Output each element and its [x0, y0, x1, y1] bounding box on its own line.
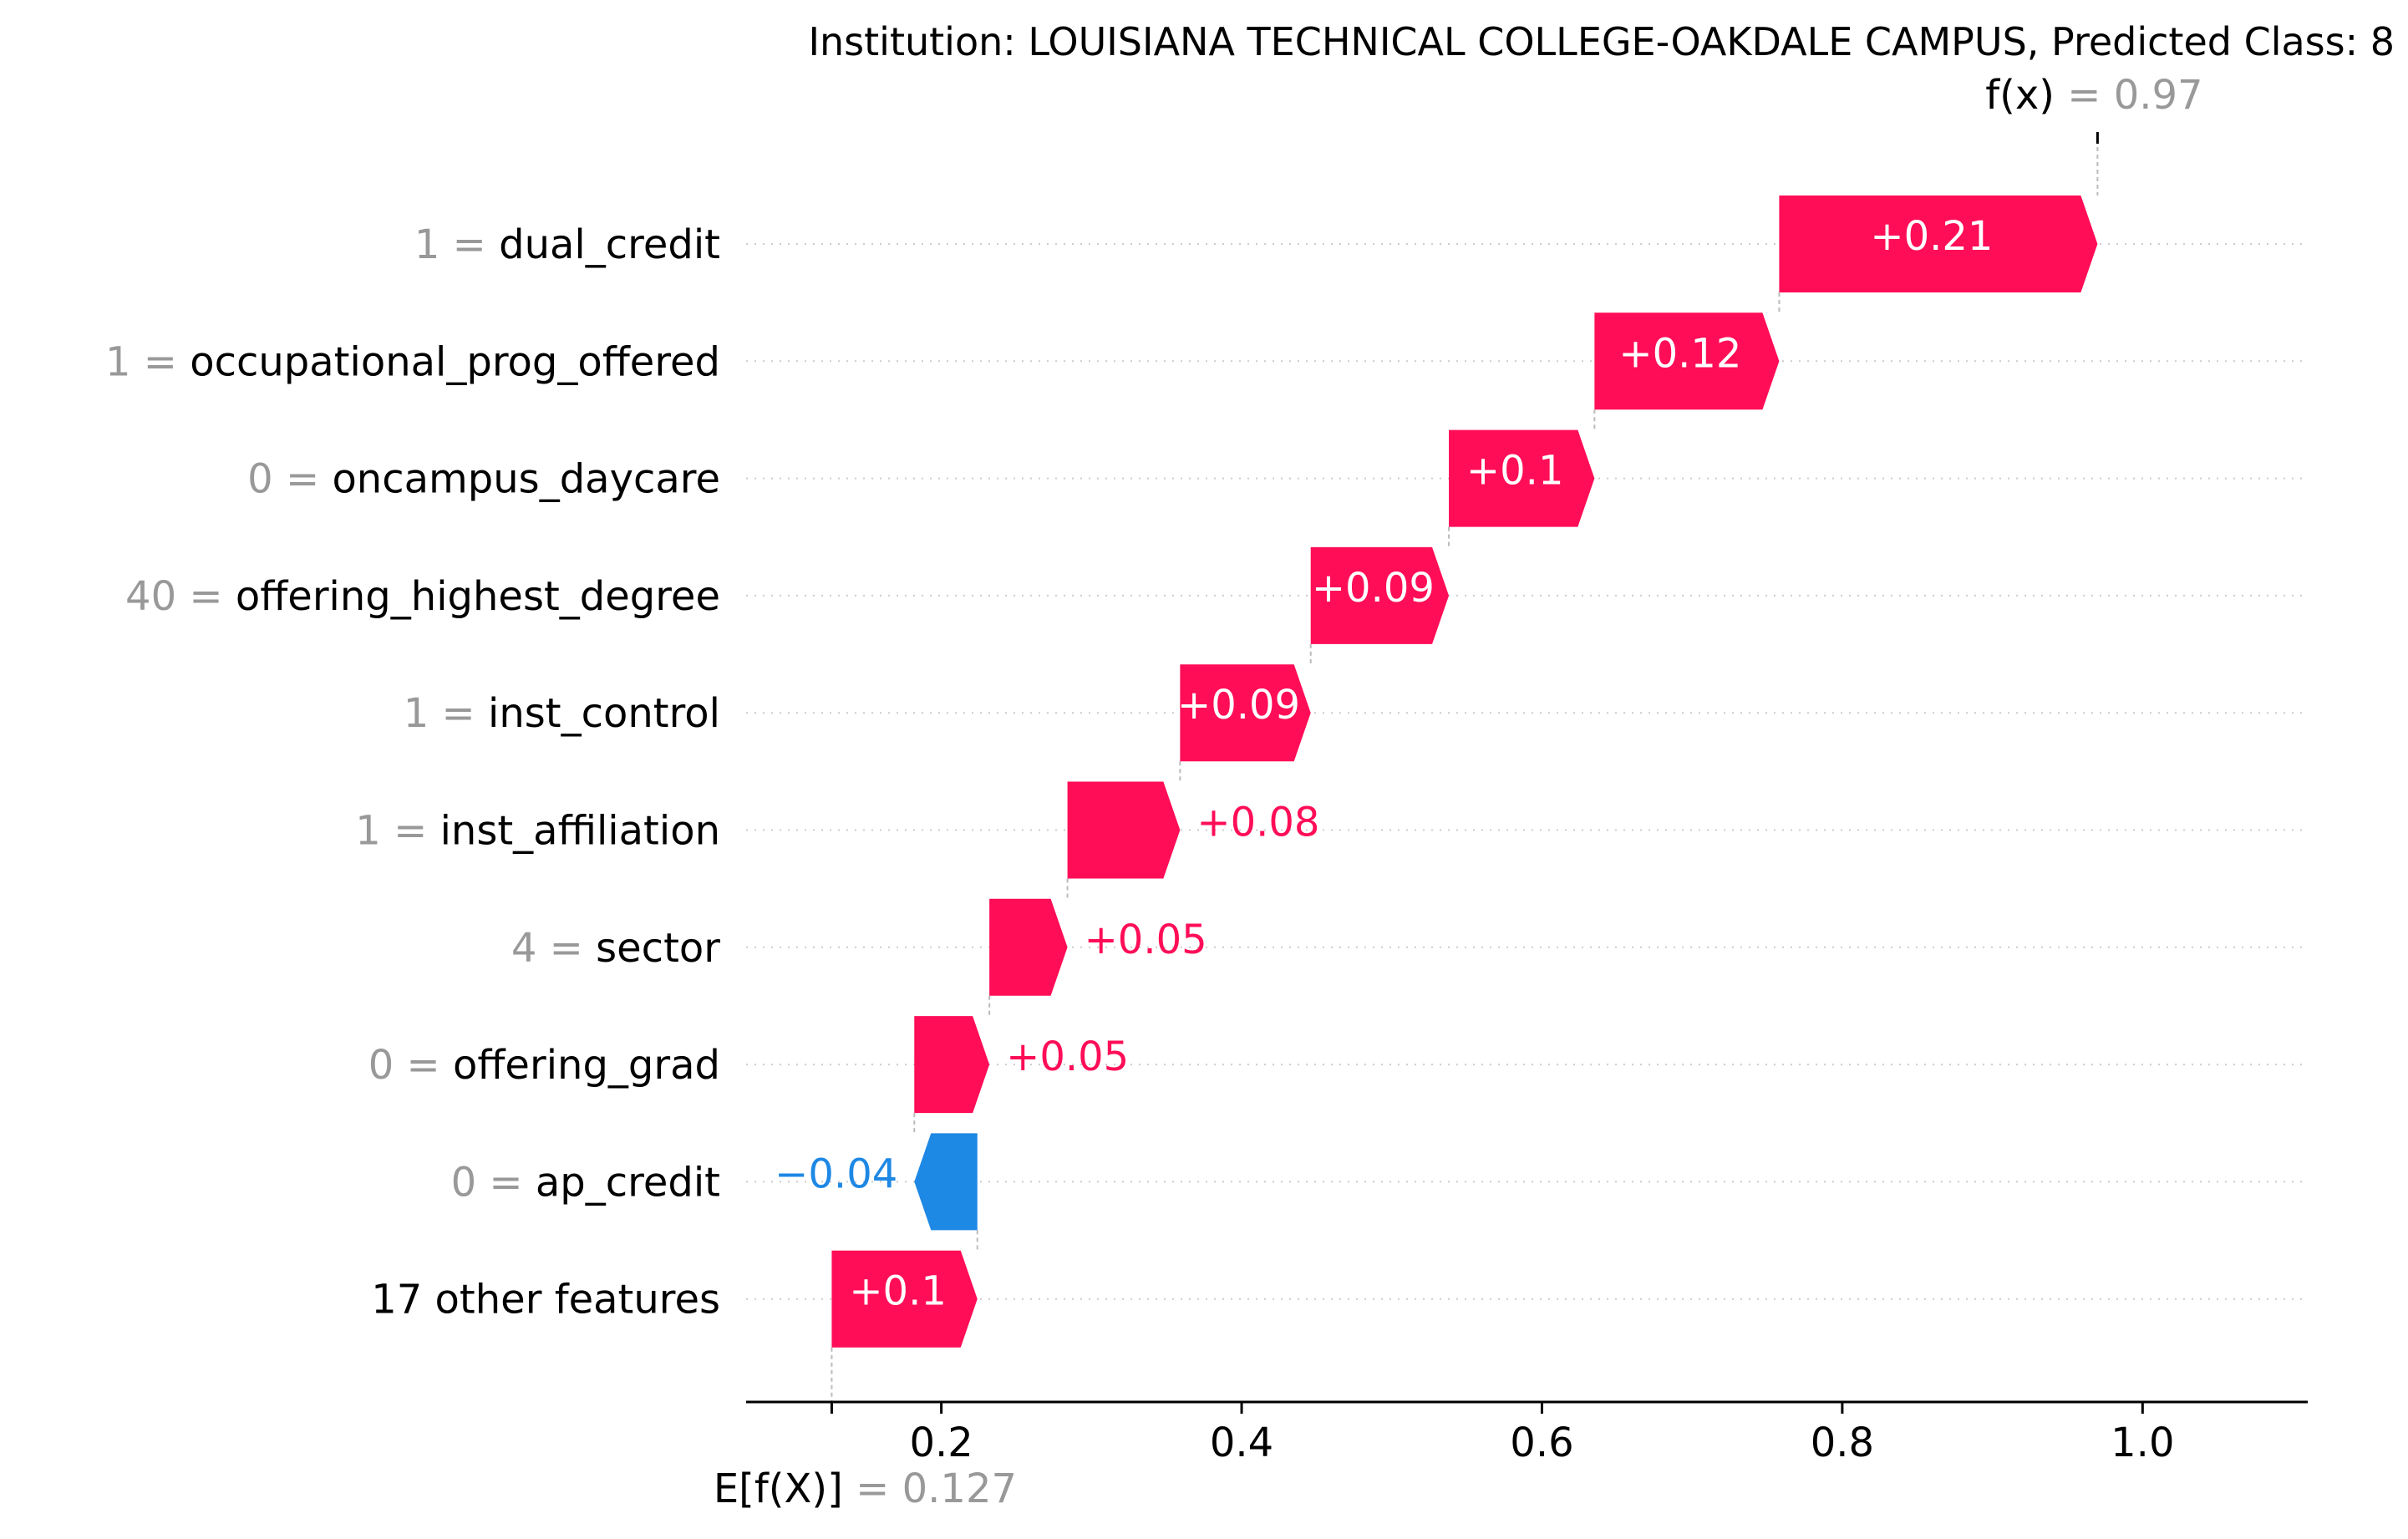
contribution-value-label: +0.12 — [1618, 330, 1741, 377]
label-layer: 1 = dual_credit 1 = occupational_prog_off… — [105, 72, 2203, 1323]
contribution-bar — [1310, 546, 1450, 644]
contribution-bar — [914, 1016, 990, 1114]
contribution-bar — [831, 1250, 978, 1348]
contribution-value-label: +0.1 — [1466, 448, 1564, 495]
x-tick-label: 0.2 — [909, 1420, 973, 1466]
feature-label: 0 = offering_grad — [368, 1042, 720, 1089]
feature-label: 1 = occupational_prog_offered — [105, 338, 720, 385]
grid-layer — [746, 243, 2308, 1300]
feature-label: 1 = inst_control — [404, 690, 720, 737]
feature-label: 1 = inst_affiliation — [355, 808, 720, 855]
contribution-bar — [1594, 312, 1780, 410]
contribution-value-label: +0.05 — [1085, 917, 1207, 963]
contribution-value-label: +0.09 — [1177, 682, 1300, 729]
contribution-bar — [989, 898, 1068, 996]
contribution-value-label: +0.05 — [1006, 1034, 1129, 1080]
feature-label: 1 = dual_credit — [414, 221, 720, 268]
contribution-value-label: −0.04 — [775, 1150, 897, 1197]
fx-label: f(x) = 0.97 — [1985, 72, 2202, 119]
contribution-bar — [1779, 196, 2098, 292]
contribution-bar — [914, 1133, 978, 1231]
feature-label: 40 = offering_highest_degree — [125, 573, 720, 620]
contribution-bar — [1449, 429, 1595, 527]
bar-layer — [831, 196, 2098, 1348]
contribution-value-label: +0.21 — [1870, 213, 1993, 260]
base-value-label: E[f(X)] = 0.127 — [714, 1465, 1017, 1512]
feature-label: 17 other features — [371, 1277, 720, 1323]
x-tick-label: 0.4 — [1210, 1420, 1273, 1466]
feature-label: 4 = sector — [511, 925, 720, 972]
x-tick-label: 0.6 — [1510, 1420, 1573, 1466]
chart-title: Institution: LOUISIANA TECHNICAL COLLEGE… — [808, 19, 2395, 64]
contribution-value-label: +0.1 — [849, 1268, 947, 1315]
guide-layer — [831, 132, 2099, 1402]
x-tick-label: 0.8 — [1811, 1420, 1874, 1466]
x-tick-label: 1.0 — [2111, 1420, 2174, 1466]
contribution-value-label: +0.09 — [1312, 565, 1435, 612]
contribution-bar — [1180, 664, 1311, 762]
feature-label: 0 = ap_credit — [451, 1159, 720, 1206]
contribution-bar — [1067, 781, 1181, 879]
feature-label: 0 = oncampus_daycare — [247, 456, 720, 503]
x-axis: 0.2 0.4 0.6 0.8 1.0 E[f(X)] = 0.127 — [714, 132, 2308, 1512]
contribution-value-label: +0.08 — [1196, 800, 1319, 846]
